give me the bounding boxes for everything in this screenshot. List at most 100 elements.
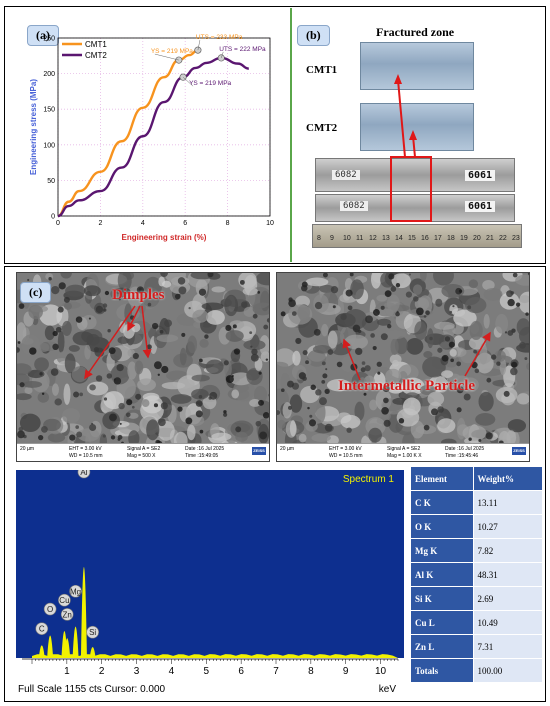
y-tick-label: 200 bbox=[43, 71, 55, 78]
table-row: C K 13.11 bbox=[410, 490, 544, 515]
eds-footer: Full Scale 1155 cts Cursor: 0.000 bbox=[18, 684, 166, 695]
ruler-number: 9 bbox=[330, 235, 334, 242]
sem-mag-left: Mag = 500 X bbox=[127, 453, 156, 459]
y-axis-label: Engineering stress (MPa) bbox=[29, 79, 38, 175]
element-cell: Cu L bbox=[410, 610, 474, 635]
table-row: Mg K 7.82 bbox=[410, 538, 544, 563]
eds-peak bbox=[72, 626, 79, 658]
y-tick-label: 100 bbox=[43, 142, 55, 149]
stamp-6082-top: 6082 bbox=[332, 170, 360, 180]
element-cell: Zn L bbox=[410, 634, 474, 659]
table-header-row: Element Weight% bbox=[410, 466, 544, 491]
sem-scale-left: 20 µm bbox=[20, 446, 34, 452]
sem-info-bar-right: 20 µm EHT = 3.00 kV WD = 10.5 mm Signal … bbox=[277, 443, 529, 461]
element-cell: Si K bbox=[410, 586, 474, 611]
eds-tick-label: 2 bbox=[99, 666, 105, 677]
specimen-label-cmt2: CMT2 bbox=[306, 122, 338, 134]
sem-time-left: Time :15:49:05 bbox=[185, 453, 219, 459]
eds-composition-table: Element Weight% C K 13.11 O K 10.27 Mg K 7.… bbox=[410, 466, 544, 683]
eds-tick-label: 5 bbox=[204, 666, 210, 677]
annotation-leader bbox=[182, 76, 194, 87]
sem-eht-left: EHT = 3.00 kV bbox=[69, 446, 102, 452]
eds-peak-label: Si bbox=[89, 628, 96, 637]
y-tick-label: 0 bbox=[51, 214, 55, 221]
series-line-cmt1 bbox=[57, 48, 199, 218]
eds-spectrum: C O Cu Zn Mg Al Si Spectrum 1 1 2 3 4 5 6 7 8 9 10 Full Sc… bbox=[16, 470, 404, 695]
stamp-6061-bottom: 6061 bbox=[465, 201, 496, 212]
table-row: Si K 2.69 bbox=[410, 586, 544, 611]
eds-peak bbox=[89, 647, 96, 658]
eds-peak-label: Al bbox=[80, 470, 87, 477]
zeiss-logo-right: ZEISS bbox=[512, 447, 526, 455]
annotation-leader bbox=[221, 51, 224, 59]
panel-label-b: (b) bbox=[297, 25, 330, 46]
sem-image-left: 20 µm EHT = 3.00 kV WD = 10.5 mm Signal … bbox=[16, 272, 270, 462]
ruler-number: 11 bbox=[356, 235, 364, 242]
sem-micrograph-texture bbox=[277, 273, 529, 445]
ruler-number: 8 bbox=[317, 235, 321, 242]
sem-date-left: Date :16 Jul 2025 bbox=[185, 446, 225, 452]
element-cell: C K bbox=[410, 490, 474, 515]
fracture-closeup-cmt1 bbox=[360, 42, 474, 90]
annotation-label: UTS = 222 MPa bbox=[219, 46, 266, 53]
spectrum-label: Spectrum 1 bbox=[343, 474, 395, 485]
eds-tick-label: 1 bbox=[64, 666, 70, 677]
sem-micrograph-texture bbox=[17, 273, 269, 445]
ruler-number: 12 bbox=[369, 235, 377, 242]
weight-cell: 13.11 bbox=[472, 490, 544, 515]
weight-cell: 2.69 bbox=[472, 586, 544, 611]
eds-unit: keV bbox=[379, 684, 397, 695]
sem-wd-left: WD = 10.5 mm bbox=[69, 453, 103, 459]
sem-time-right: Time :15:45:46 bbox=[445, 453, 479, 459]
annotation-label: YS = 219 MPa bbox=[151, 48, 193, 55]
eds-peak-label: O bbox=[47, 605, 53, 614]
eds-tick-label: 10 bbox=[375, 666, 387, 677]
ruler-number: 18 bbox=[447, 235, 455, 242]
x-tick-label: 0 bbox=[56, 220, 60, 227]
ruler-number: 10 bbox=[343, 235, 351, 242]
x-tick-label: 10 bbox=[266, 220, 274, 227]
ruler-number: 15 bbox=[408, 235, 416, 242]
eds-tick-label: 8 bbox=[308, 666, 314, 677]
x-tick-label: 2 bbox=[98, 220, 102, 227]
eds-plot-background bbox=[16, 470, 404, 658]
ruler-number: 21 bbox=[486, 235, 494, 242]
annotation-leader bbox=[154, 53, 179, 61]
header-element: Element bbox=[410, 466, 474, 491]
ruler-number: 23 bbox=[512, 235, 520, 242]
stamp-6061-top: 6061 bbox=[465, 170, 496, 181]
eds-tick-label: 4 bbox=[169, 666, 175, 677]
eds-peak-marker bbox=[86, 625, 99, 639]
stamp-6082-bottom: 6082 bbox=[340, 201, 368, 211]
measuring-ruler: 8 9 10 11 12 13 14 15 16 17 18 19 20 21 22 23 bbox=[312, 224, 522, 248]
intermetallic-particle-label: Intermetallic Particle bbox=[338, 378, 476, 394]
sem-mag-right: Mag = 1.00 K X bbox=[387, 453, 422, 459]
table-row: Cu L 10.49 bbox=[410, 610, 544, 635]
ruler-number: 20 bbox=[473, 235, 481, 242]
annotation-label: YS = 219 MPa bbox=[189, 80, 231, 87]
sem-signal-right: Signal A = SE2 bbox=[387, 446, 421, 452]
eds-peak-marker bbox=[77, 470, 91, 479]
ruler-number: 16 bbox=[421, 235, 429, 242]
eds-peak-marker bbox=[60, 608, 74, 621]
element-cell: O K bbox=[410, 514, 474, 539]
eds-peak-label: Cu bbox=[59, 596, 69, 605]
sem-wd-right: WD = 10.5 mm bbox=[329, 453, 363, 459]
ruler-number: 13 bbox=[382, 235, 390, 242]
header-weight: Weight% bbox=[472, 466, 544, 491]
weight-cell: 7.31 bbox=[472, 634, 544, 659]
x-tick-label: 6 bbox=[183, 220, 187, 227]
panel-label-c: (c) bbox=[20, 282, 52, 303]
fractured-zone-title: Fractured zone bbox=[376, 25, 455, 39]
eds-peak-marker bbox=[58, 593, 71, 607]
sem-info-bar-left: 20 µm EHT = 3.00 kV WD = 10.5 mm Signal … bbox=[17, 443, 269, 461]
table-row: Totals 100.00 bbox=[410, 658, 544, 683]
element-cell: Totals bbox=[410, 658, 474, 683]
element-cell: Al K bbox=[410, 562, 474, 587]
bottom-figure-frame bbox=[4, 266, 546, 702]
x-tick-label: 8 bbox=[226, 220, 230, 227]
zeiss-logo-left: ZEISS bbox=[252, 447, 266, 455]
sem-eht-right: EHT = 3.00 kV bbox=[329, 446, 362, 452]
weight-cell: 48.31 bbox=[472, 562, 544, 587]
